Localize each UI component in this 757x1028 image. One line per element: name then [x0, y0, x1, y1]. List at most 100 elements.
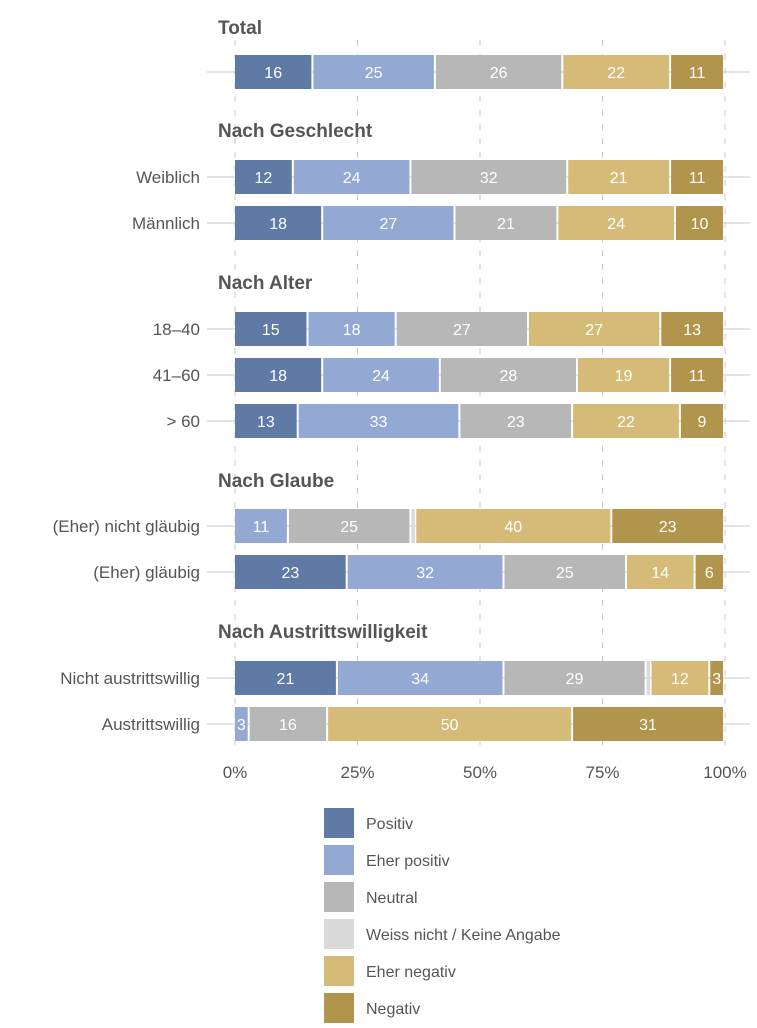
row-label: Männlich — [132, 214, 200, 233]
data-label: 12 — [671, 671, 689, 688]
legend-label: Eher positiv — [366, 853, 450, 870]
data-label: 18 — [269, 368, 287, 385]
bar-segment-eher-positiv — [235, 509, 287, 543]
x-axis: 0% 25% 50% 75% 100% — [223, 763, 747, 782]
legend-label: Eher negativ — [366, 964, 456, 981]
data-label: 34 — [411, 671, 429, 688]
bar-segment-eher-positiv — [298, 404, 459, 438]
group-title: Nach Austrittswilligkeit — [218, 622, 428, 643]
bar-segment-neutral — [460, 404, 572, 438]
data-label: 23 — [507, 414, 525, 431]
data-label: 29 — [566, 671, 584, 688]
data-label: 23 — [659, 519, 677, 536]
data-label: 21 — [610, 170, 628, 187]
group-title: Nach Alter — [218, 273, 313, 294]
data-label: 18 — [343, 322, 361, 339]
bar-segment-negativ — [695, 555, 723, 589]
bar-segment-negativ — [671, 358, 723, 392]
legend-swatch — [324, 919, 354, 949]
bar-segment-eher-positiv — [323, 358, 439, 392]
legend-swatch — [324, 882, 354, 912]
bar-segment-eher-positiv — [293, 160, 410, 194]
row-label: Nicht austrittswillig — [60, 669, 200, 688]
data-label: 24 — [607, 216, 625, 233]
bar-segment-positiv — [235, 661, 336, 695]
labels: Total 16 25 26 22 11 Nach Geschlecht Weiblich 12… — [53, 18, 722, 734]
legend-swatch — [324, 845, 354, 875]
legend-label: Positiv — [366, 816, 413, 833]
bar-segment-neutral — [435, 55, 562, 89]
bar-segment-eher-negativ — [573, 404, 679, 438]
data-label: 13 — [683, 322, 701, 339]
bar-segment-eher-positiv — [313, 55, 434, 89]
data-label: 11 — [689, 368, 706, 385]
bar-segment-neutral — [288, 509, 410, 543]
bars — [235, 55, 723, 741]
bar-segment-positiv — [235, 312, 307, 346]
data-label: 27 — [453, 322, 471, 339]
data-label: 18 — [269, 216, 287, 233]
data-label: 24 — [343, 170, 361, 187]
row-label: Weiblich — [136, 168, 200, 187]
bar-segment-positiv — [235, 404, 297, 438]
bar-segment-negativ — [573, 707, 723, 741]
legend: Positiv Eher positiv Neutral Weiss nicht / … — [324, 808, 561, 1023]
bar-segment-eher-negativ — [328, 707, 572, 741]
data-label: 24 — [372, 368, 390, 385]
bar-segment-eher-negativ — [568, 160, 670, 194]
row-label: 41–60 — [153, 366, 200, 385]
bar-segment-neutral — [504, 661, 645, 695]
data-label: 32 — [416, 565, 434, 582]
data-label: 32 — [480, 170, 498, 187]
bar-segment-negativ — [661, 312, 723, 346]
data-label: 10 — [691, 216, 709, 233]
bar-segment-neutral — [411, 160, 567, 194]
data-label: 21 — [497, 216, 515, 233]
data-label: 22 — [617, 414, 635, 431]
legend-label: Weiss nicht / Keine Angabe — [366, 927, 561, 944]
row-label: 18–40 — [153, 320, 200, 339]
bar-segment-negativ — [710, 661, 723, 695]
row-label: (Eher) gläubig — [93, 563, 200, 582]
x-tick-label: 75% — [585, 763, 619, 782]
x-tick-label: 50% — [463, 763, 497, 782]
bar-segment-eher-negativ — [563, 55, 670, 89]
row-label: (Eher) nicht gläubig — [53, 517, 200, 536]
bar-segment-eher-negativ — [558, 206, 674, 240]
bar-segment-negativ — [680, 404, 723, 438]
row-label: Austrittswillig — [102, 715, 200, 734]
data-label: 40 — [504, 519, 522, 536]
data-label: 11 — [689, 170, 706, 187]
bar-segment-positiv — [235, 358, 322, 392]
data-label: 3 — [712, 671, 721, 688]
bar-segment-neutral — [455, 206, 557, 240]
row-label: > 60 — [166, 412, 200, 431]
data-label: 22 — [607, 65, 625, 82]
data-label: 19 — [615, 368, 633, 385]
data-label: 11 — [253, 519, 270, 536]
bar-segment-negativ — [676, 206, 723, 240]
data-label: 25 — [340, 519, 358, 536]
legend-swatch — [324, 993, 354, 1023]
bar-segment-negativ — [612, 509, 723, 543]
data-label: 33 — [370, 414, 388, 431]
data-label: 25 — [556, 565, 574, 582]
x-tick-label: 100% — [703, 763, 746, 782]
data-label: 50 — [441, 717, 459, 734]
bar-segment-positiv — [235, 55, 312, 89]
bar-segment-eher-positiv — [323, 206, 454, 240]
bar-segment-neutral — [249, 707, 327, 741]
bar-segment-negativ — [671, 160, 723, 194]
legend-label: Neutral — [366, 890, 418, 907]
x-tick-label: 0% — [223, 763, 248, 782]
bar-segment-eher-negativ — [578, 358, 670, 392]
bar-segment-negativ — [671, 55, 723, 89]
data-label: 28 — [500, 368, 518, 385]
bar-segment-eher-positiv — [337, 661, 503, 695]
bar-segment-positiv — [235, 555, 346, 589]
data-label: 25 — [365, 65, 383, 82]
data-label: 13 — [257, 414, 275, 431]
data-label: 31 — [639, 717, 657, 734]
bar-segment-weiss-nicht-keine-angabe — [411, 509, 415, 543]
